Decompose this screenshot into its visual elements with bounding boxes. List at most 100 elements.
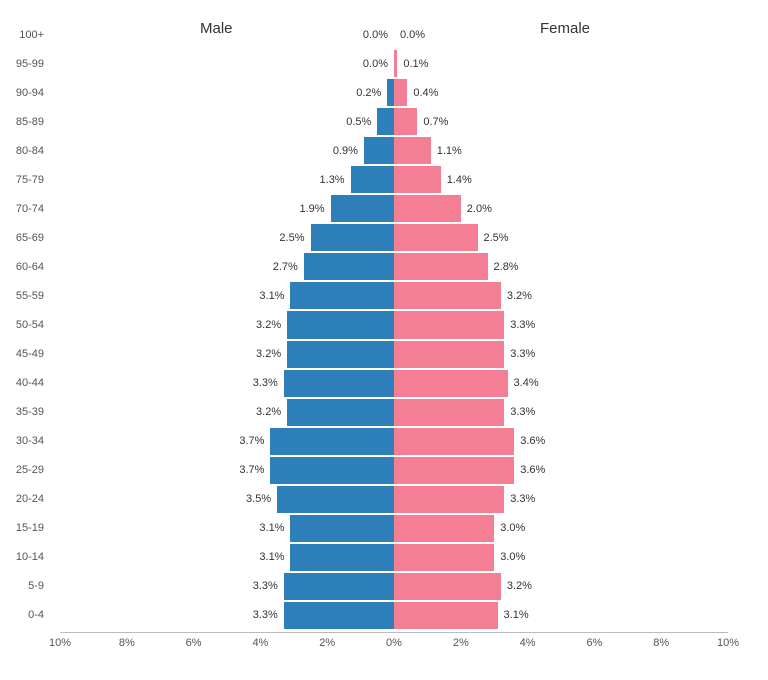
- male-value-label: 3.7%: [239, 435, 264, 447]
- male-bar: [377, 108, 394, 135]
- x-axis-tick: 6%: [186, 637, 202, 649]
- age-row: 3.7% 3.6%: [60, 456, 728, 485]
- female-bar: [394, 50, 397, 77]
- female-bar: [394, 457, 514, 484]
- x-axis-tick: 0%: [386, 637, 402, 649]
- female-bar: [394, 79, 407, 106]
- male-bar: [270, 457, 394, 484]
- age-group-label: 50-54: [0, 319, 52, 331]
- male-bar: [311, 224, 395, 251]
- male-value-label: 1.3%: [320, 174, 345, 186]
- female-bar: [394, 224, 478, 251]
- female-value-label: 3.0%: [500, 522, 525, 534]
- male-value-label: 2.5%: [279, 232, 304, 244]
- female-bar: [394, 341, 504, 368]
- age-row: 3.1%3.2%: [60, 281, 728, 310]
- female-bar: [394, 311, 504, 338]
- x-axis-tick: 10%: [717, 637, 739, 649]
- female-value-label: 3.4%: [514, 377, 539, 389]
- age-row: 0.9%1.1%: [60, 136, 728, 165]
- female-value-label: 0.1%: [403, 58, 428, 70]
- female-bar: [394, 486, 504, 513]
- age-row: 2.5% 2.5%: [60, 223, 728, 252]
- x-axis-tick: 2%: [319, 637, 335, 649]
- x-axis-tick: 4%: [520, 637, 536, 649]
- age-group-label: 15-19: [0, 522, 52, 534]
- female-value-label: 0.4%: [413, 87, 438, 99]
- female-bar: [394, 253, 488, 280]
- female-bar: [394, 195, 461, 222]
- age-group-label: 90-94: [0, 87, 52, 99]
- x-axis-tick: 6%: [586, 637, 602, 649]
- population-pyramid-chart: Male Female 100+95-9990-9485-8980-8475-7…: [0, 0, 768, 680]
- female-value-label: 3.3%: [510, 319, 535, 331]
- male-value-label: 3.5%: [246, 493, 271, 505]
- male-bar: [287, 341, 394, 368]
- male-value-label: 3.3%: [253, 609, 278, 621]
- female-value-label: 2.0%: [467, 203, 492, 215]
- age-group-label: 65-69: [0, 232, 52, 244]
- age-group-label: 70-74: [0, 203, 52, 215]
- x-axis-tick: 10%: [49, 637, 71, 649]
- male-value-label: 0.9%: [333, 145, 358, 157]
- male-value-label: 3.1%: [259, 522, 284, 534]
- male-value-label: 3.2%: [256, 406, 281, 418]
- male-bar: [277, 486, 394, 513]
- age-group-label: 75-79: [0, 174, 52, 186]
- female-bar: [394, 137, 431, 164]
- age-group-label: 45-49: [0, 348, 52, 360]
- age-group-label: 35-39: [0, 406, 52, 418]
- female-value-label: 2.5%: [484, 232, 509, 244]
- female-bar: [394, 166, 441, 193]
- female-value-label: 3.2%: [507, 580, 532, 592]
- male-value-label: 1.9%: [299, 203, 324, 215]
- age-group-label: 85-89: [0, 116, 52, 128]
- female-bar: [394, 108, 417, 135]
- age-group-label: 20-24: [0, 493, 52, 505]
- age-group-label: 60-64: [0, 261, 52, 273]
- age-row: 0.2%0.4%: [60, 78, 728, 107]
- age-group-label: 95-99: [0, 58, 52, 70]
- male-value-label: 2.7%: [273, 261, 298, 273]
- age-row: 3.3%3.2%: [60, 572, 728, 601]
- male-bar: [387, 79, 394, 106]
- female-value-label: 3.3%: [510, 493, 535, 505]
- age-row: 3.2% 3.3%: [60, 398, 728, 427]
- age-row: 2.7% 2.8%: [60, 252, 728, 281]
- female-value-label: 3.3%: [510, 406, 535, 418]
- female-value-label: 3.1%: [504, 609, 529, 621]
- age-row: 3.2%3.3%: [60, 310, 728, 339]
- male-bar: [287, 311, 394, 338]
- male-value-label: 0.0%: [363, 29, 388, 41]
- age-group-label: 40-44: [0, 377, 52, 389]
- age-group-label: 55-59: [0, 290, 52, 302]
- male-bar: [290, 515, 394, 542]
- x-axis-tick: 4%: [252, 637, 268, 649]
- age-row: 0.5%0.7%: [60, 107, 728, 136]
- age-row: 3.3% 3.1%: [60, 601, 728, 630]
- age-group-label: 30-34: [0, 435, 52, 447]
- age-group-label: 100+: [0, 29, 52, 41]
- female-value-label: 0.0%: [400, 29, 425, 41]
- age-group-label: 0-4: [0, 609, 52, 621]
- female-value-label: 3.6%: [520, 435, 545, 447]
- x-axis-tick: 8%: [119, 637, 135, 649]
- male-bar: [331, 195, 394, 222]
- female-value-label: 2.8%: [494, 261, 519, 273]
- age-row: 3.5% 3.3%: [60, 485, 728, 514]
- male-value-label: 3.2%: [256, 348, 281, 360]
- male-value-label: 3.7%: [239, 464, 264, 476]
- male-bar: [287, 399, 394, 426]
- age-row: 3.7% 3.6%: [60, 427, 728, 456]
- female-bar: [394, 282, 501, 309]
- male-bar: [304, 253, 394, 280]
- male-value-label: 0.5%: [346, 116, 371, 128]
- x-axis-tick: 2%: [453, 637, 469, 649]
- age-row: 3.2%3.3%: [60, 340, 728, 369]
- age-row: 3.3%3.4%: [60, 369, 728, 398]
- age-group-label: 80-84: [0, 145, 52, 157]
- age-row: 0.0%0.1%: [60, 49, 728, 78]
- female-value-label: 3.2%: [507, 290, 532, 302]
- female-value-label: 3.6%: [520, 464, 545, 476]
- male-bar: [270, 428, 394, 455]
